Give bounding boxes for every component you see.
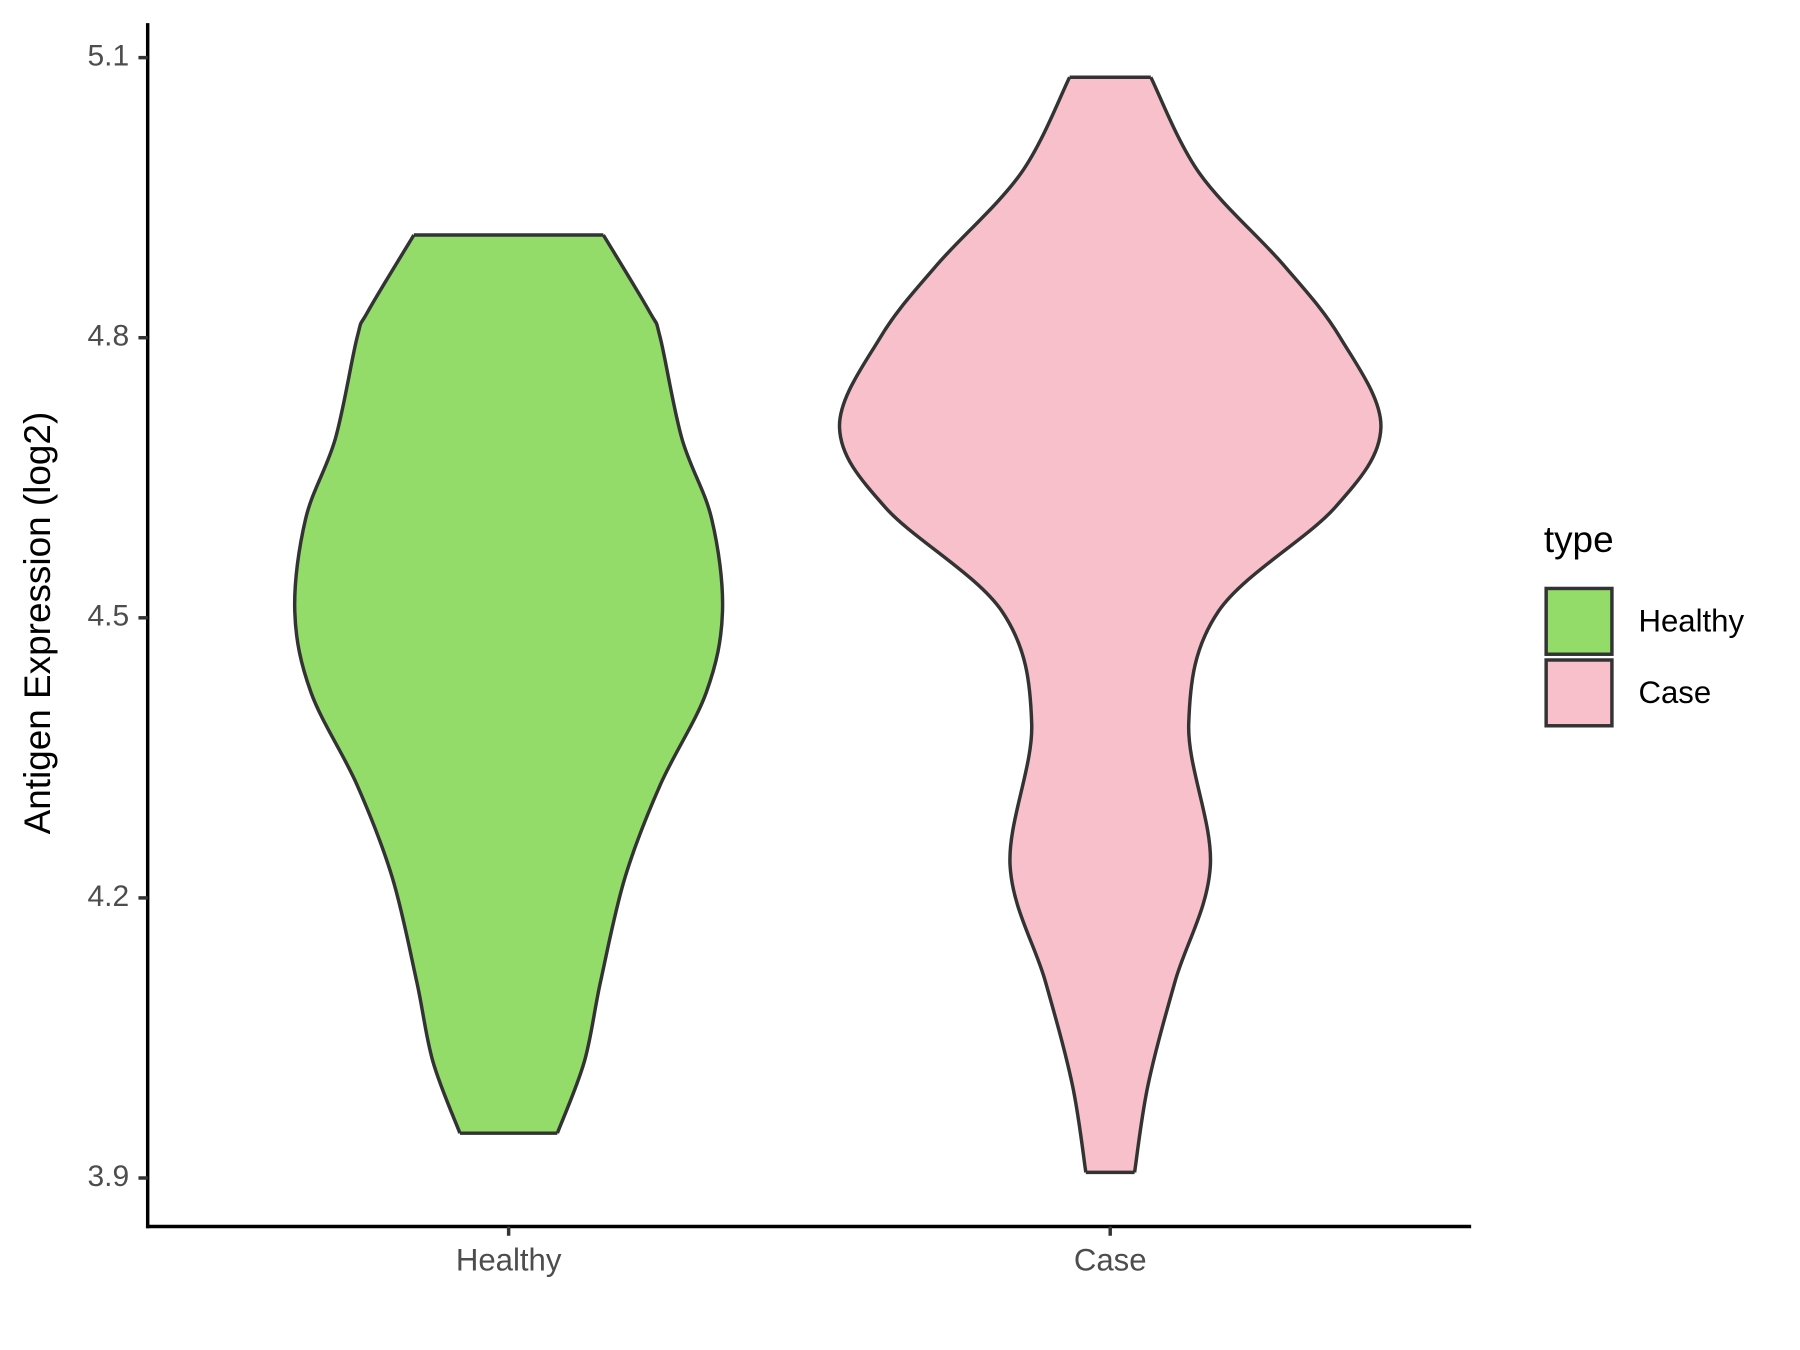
violin-left-edge xyxy=(837,76,1088,1173)
violin-body xyxy=(839,77,1381,1173)
y-tick-label: 5.1 xyxy=(88,40,130,73)
y-tick-label: 4.5 xyxy=(88,600,130,633)
legend-label: Healthy xyxy=(1638,603,1744,638)
legend-label: Case xyxy=(1638,675,1711,710)
violin-left-edge xyxy=(292,234,462,1134)
y-tick-label: 4.2 xyxy=(88,880,130,913)
y-tick-label: 3.9 xyxy=(88,1160,130,1193)
violin-right-edge xyxy=(1132,76,1383,1173)
legend-title: type xyxy=(1544,519,1614,560)
violin-body xyxy=(294,235,723,1134)
legend-key xyxy=(1544,586,1614,656)
y-tick-label: 4.8 xyxy=(88,320,130,353)
legend-key xyxy=(1544,658,1614,728)
y-axis-title: Antigen Expression (log2) xyxy=(17,412,58,835)
x-tick-label: Case xyxy=(1074,1243,1147,1278)
violin-right-edge xyxy=(555,234,725,1134)
x-tick-label: Healthy xyxy=(456,1243,562,1278)
